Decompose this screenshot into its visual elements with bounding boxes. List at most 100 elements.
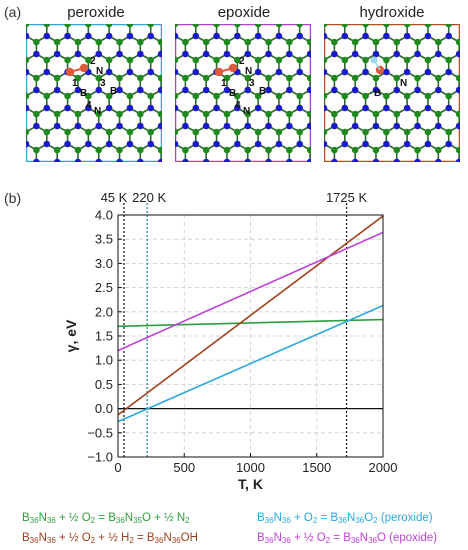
boron-atom: [414, 110, 421, 118]
nitrogen-atom: [424, 104, 432, 112]
nitrogen-atom: [351, 50, 359, 58]
boron-atom: [244, 38, 252, 46]
atom-index-2: 2: [239, 56, 245, 67]
boron-atom: [213, 56, 220, 64]
boron-atom: [64, 92, 71, 100]
atom-index-4: 4: [86, 100, 92, 111]
boron-atom: [403, 24, 411, 28]
nitrogen-atom: [213, 140, 220, 148]
boron-atom: [202, 74, 210, 82]
boron-atom: [393, 38, 401, 46]
boron-atom: [74, 146, 82, 154]
oo-bond: [69, 67, 85, 73]
nitrogen-atom: [324, 68, 328, 76]
formula-subscript: 36: [368, 536, 377, 545]
nitrogen-atom: [393, 50, 401, 58]
nitrogen-atom: [223, 122, 231, 130]
nitrogen-atom: [372, 50, 380, 58]
legend-eq4: B36N36 + ½ O2 = B36N36O (epoxide): [257, 532, 437, 545]
nitrogen-atom: [435, 50, 442, 58]
nitrogen-atom: [265, 122, 272, 130]
formula-text: + ½ O: [55, 512, 91, 524]
boron-atom: [296, 128, 304, 136]
nitrogen-atom: [234, 104, 241, 112]
nitrogen-atom: [331, 158, 338, 162]
nitrogen-atom: [95, 86, 103, 94]
y-tick-label: 3.0: [95, 256, 113, 271]
boron-atom: [372, 38, 380, 46]
x-tick-label: 500: [173, 460, 195, 475]
nitrogen-atom: [192, 32, 200, 40]
nitrogen-atom: [414, 158, 421, 162]
boron-atom: [341, 128, 349, 136]
boron-atom: [244, 74, 252, 82]
boron-atom: [306, 74, 311, 82]
nitrogen-atom: [341, 68, 349, 76]
boron-atom: [455, 110, 460, 118]
nitrogen-atom: [33, 50, 40, 58]
boron-atom: [383, 128, 390, 136]
formula-text: + ½ O: [55, 532, 91, 544]
boron-atom: [182, 110, 189, 118]
boron-atom: [306, 110, 311, 118]
boron-atom: [254, 24, 262, 28]
nitrogen-atom: [455, 50, 460, 58]
boron-atom: [126, 24, 134, 28]
nitrogen-atom: [296, 32, 304, 40]
nitrogen-atom: [74, 122, 82, 130]
y-tick-label: 0.5: [95, 377, 113, 392]
formula-subscript: 36: [46, 516, 56, 525]
boron-atom: [265, 74, 272, 82]
nitrogen-atom: [372, 158, 380, 162]
boron-atom: [85, 128, 92, 136]
nitrogen-atom: [393, 86, 401, 94]
nitrogen-atom: [126, 104, 134, 112]
boron-atom: [116, 38, 123, 46]
boron-atom: [53, 74, 61, 82]
boron-atom: [26, 128, 30, 136]
nitrogen-atom: [95, 122, 103, 130]
boron-atom: [296, 56, 304, 64]
nitrogen-atom: [182, 50, 189, 58]
nitrogen-atom: [175, 140, 179, 148]
nitrogen-atom: [244, 122, 252, 130]
boron-atom: [223, 110, 231, 118]
formula-text: = B: [95, 512, 116, 524]
nitrogen-atom: [175, 68, 179, 76]
nitrogen-atom: [455, 86, 460, 94]
boron-atom: [383, 24, 390, 28]
boron-atom: [105, 24, 113, 28]
nitrogen-atom: [74, 158, 82, 162]
boron-atom: [286, 146, 293, 154]
nitrogen-atom: [137, 122, 144, 130]
boron-atom: [223, 146, 231, 154]
boron-atom: [74, 38, 82, 46]
formula-text: O (epoxide): [377, 532, 438, 544]
boron-atom: [137, 74, 144, 82]
nitrogen-atom: [383, 104, 390, 112]
nitrogen-atom: [137, 50, 144, 58]
boron-atom: [372, 74, 380, 82]
legend-eq1: B36N36 + ½ O2 = B36N35O + ½ N2: [22, 512, 190, 525]
formula-text: OH: [180, 532, 198, 544]
boron-atom: [213, 128, 220, 136]
atom-label-b: B: [374, 88, 381, 99]
boron-atom: [147, 92, 155, 100]
vline-label: 220 K: [132, 190, 166, 205]
boron-atom: [116, 74, 123, 82]
boron-atom: [424, 24, 432, 28]
boron-atom: [455, 74, 460, 82]
nitrogen-atom: [254, 32, 262, 40]
nitrogen-atom: [223, 158, 231, 162]
atom-index-1: 1: [221, 78, 227, 89]
nitrogen-atom: [26, 104, 30, 112]
nitrogen-atom: [147, 104, 155, 112]
boron-atom: [213, 92, 220, 100]
boron-atom: [43, 56, 51, 64]
nitrogen-atom: [445, 140, 453, 148]
boron-atom: [435, 74, 442, 82]
atom-label-b: B: [229, 88, 236, 99]
nitrogen-atom: [362, 32, 369, 40]
boron-atom: [341, 92, 349, 100]
